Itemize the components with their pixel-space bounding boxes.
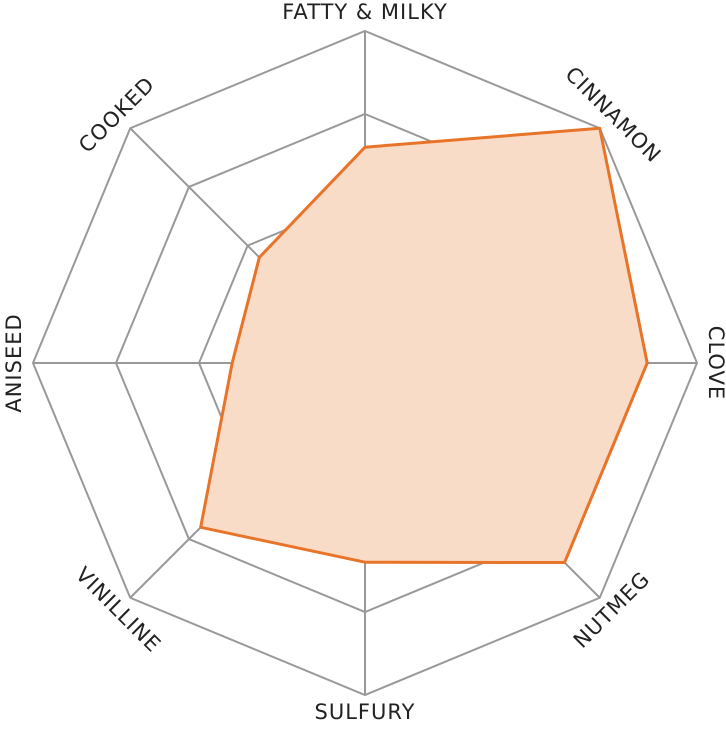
axis-label: FATTY & MILKY bbox=[282, 0, 448, 24]
data-area bbox=[199, 126, 649, 565]
axis-label: SULFURY bbox=[315, 700, 416, 724]
axis-label: CLOVE bbox=[704, 326, 726, 400]
axis-label: ANISEED bbox=[2, 313, 26, 412]
